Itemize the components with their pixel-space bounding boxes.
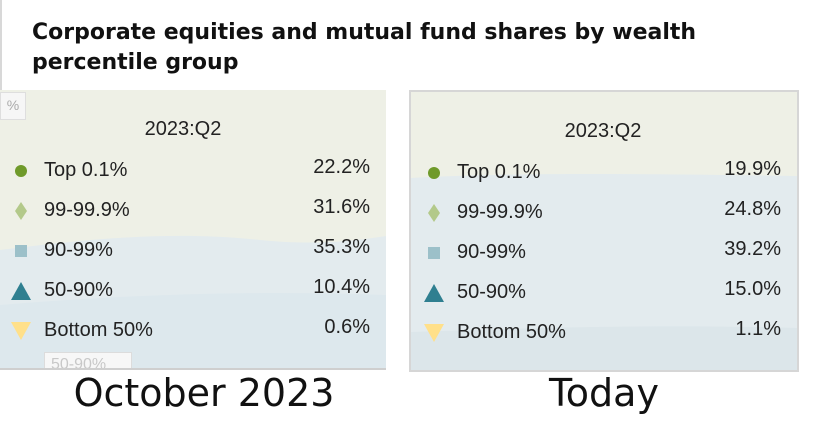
obscured-label: 50-90% [44, 352, 132, 368]
triangle-up-icon [11, 282, 31, 300]
square-icon [428, 247, 440, 259]
row-value: 39.2% [724, 238, 781, 260]
row-value: 0.6% [324, 316, 370, 338]
legend-row-bottom-50: Bottom 50% 1.1% [411, 316, 797, 356]
quarter-label: 2023:Q2 [144, 118, 222, 140]
row-value: 24.8% [724, 198, 781, 220]
page-title: Corporate equities and mutual fund share… [32, 20, 697, 75]
legend-row-top-0-1: Top 0.1% 19.9% [411, 156, 797, 196]
corner-tag: % [0, 92, 26, 120]
legend-row-99-99-9: 99-99.9% 24.8% [411, 196, 797, 236]
legend-row-90-99: 90-99% 35.3% [0, 234, 386, 274]
caption-october: October 2023 [73, 371, 335, 415]
tooltip-panel-today: 2023:Q2 Top 0.1% 19.9% 99-99.9% 24.8% 90… [409, 90, 799, 372]
row-label: 99-99.9% [457, 201, 543, 223]
row-label: Bottom 50% [457, 321, 566, 343]
row-value: 31.6% [313, 196, 370, 218]
row-label: Top 0.1% [457, 161, 541, 183]
circle-icon [428, 167, 440, 179]
legend-row-99-99-9: 99-99.9% 31.6% [0, 194, 386, 234]
legend-row-top-0-1: Top 0.1% 22.2% [0, 154, 386, 194]
row-value: 1.1% [735, 318, 781, 340]
triangle-down-icon [11, 322, 31, 340]
row-label: Top 0.1% [44, 159, 128, 181]
chart-background [411, 92, 797, 370]
row-value: 15.0% [724, 278, 781, 300]
triangle-down-icon [424, 324, 444, 342]
quarter-label: 2023:Q2 [564, 120, 642, 142]
caption-today: Today [549, 371, 659, 415]
legend-rows: Top 0.1% 19.9% 99-99.9% 24.8% 90-99% 39.… [411, 156, 797, 356]
triangle-up-icon [424, 284, 444, 302]
tooltip-panel-october: % 2023:Q2 Top 0.1% 22.2% 99-99.9% 31.6% … [0, 90, 386, 370]
row-label: Bottom 50% [44, 319, 153, 341]
row-value: 10.4% [313, 276, 370, 298]
diamond-icon [428, 204, 440, 222]
row-value: 19.9% [724, 158, 781, 180]
row-label: 90-99% [457, 241, 526, 263]
row-label: 50-90% [457, 281, 526, 303]
square-icon [15, 245, 27, 257]
row-label: 90-99% [44, 239, 113, 261]
row-value: 22.2% [313, 156, 370, 178]
legend-rows: Top 0.1% 22.2% 99-99.9% 31.6% 90-99% 35.… [0, 154, 386, 354]
chart-background [0, 90, 386, 368]
legend-row-50-90: 50-90% 10.4% [0, 274, 386, 314]
row-label: 50-90% [44, 279, 113, 301]
screenshot-edge [0, 0, 2, 90]
legend-row-bottom-50: Bottom 50% 0.6% [0, 314, 386, 354]
row-label: 99-99.9% [44, 199, 130, 221]
diamond-icon [15, 202, 27, 220]
legend-row-90-99: 90-99% 39.2% [411, 236, 797, 276]
legend-row-50-90: 50-90% 15.0% [411, 276, 797, 316]
circle-icon [15, 165, 27, 177]
row-value: 35.3% [313, 236, 370, 258]
